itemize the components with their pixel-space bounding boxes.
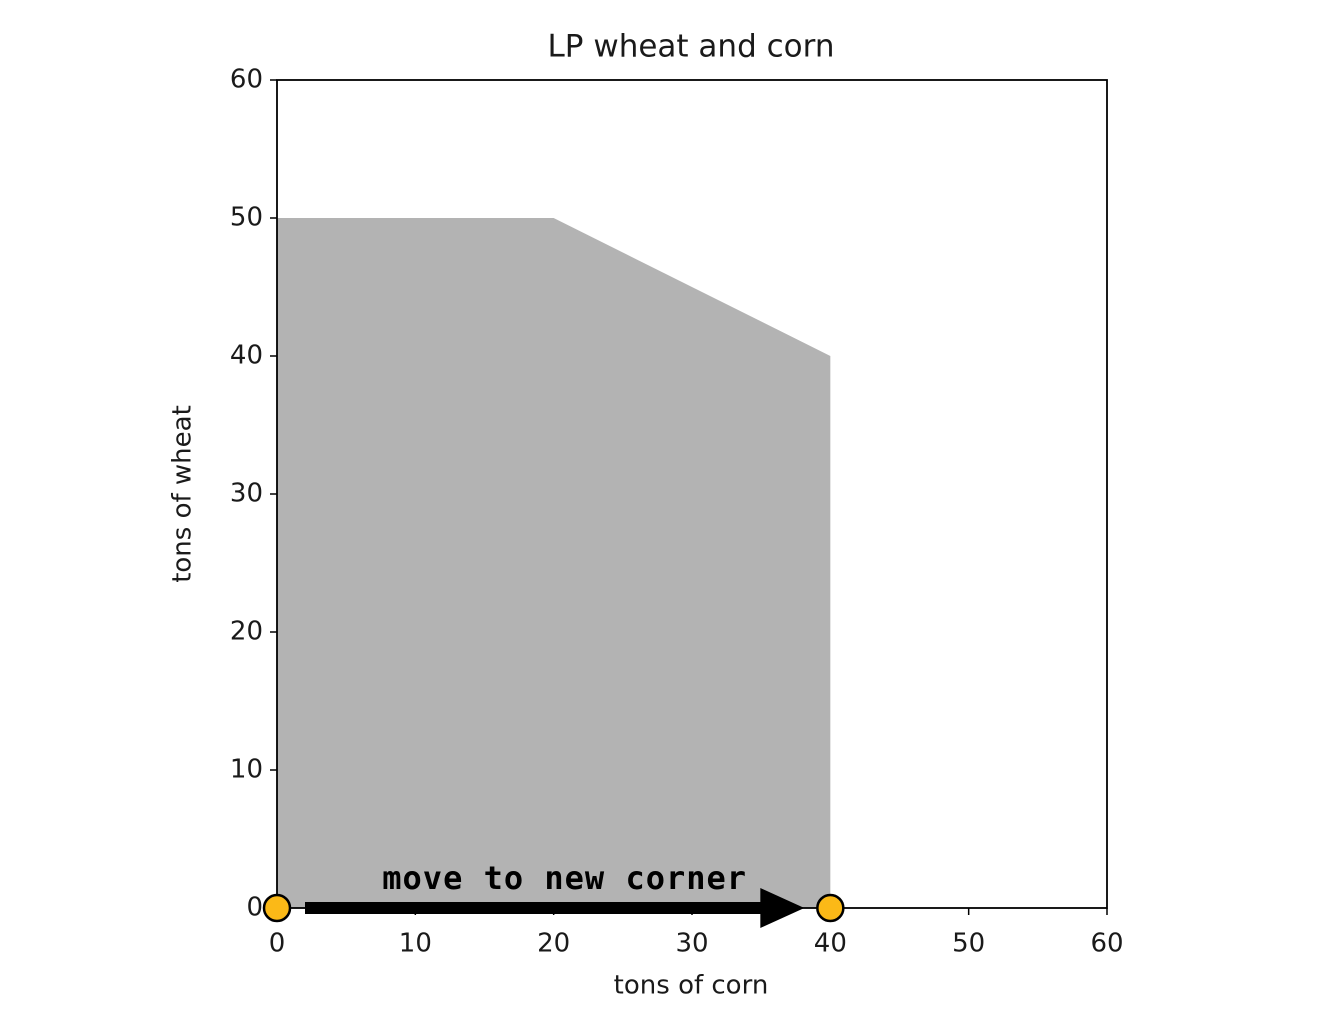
corner-point (816, 893, 845, 923)
y-tick-label: 0 (246, 893, 263, 923)
x-tick-label: 40 (814, 929, 847, 959)
annotation-arrowhead (760, 888, 805, 928)
x-tick-label: 30 (675, 929, 708, 959)
y-tick-label: 30 (230, 479, 263, 509)
x-tick-label: 60 (1090, 929, 1123, 959)
x-axis-label: tons of corn (614, 971, 769, 1001)
corner-point (262, 893, 292, 923)
y-axis-label: tons of wheat (168, 405, 198, 583)
y-tick-label: 40 (230, 341, 263, 371)
y-tick-label: 50 (230, 203, 263, 233)
annotation: move to new corner (382, 859, 747, 897)
x-tick-label: 20 (537, 929, 570, 959)
feasible-region (277, 218, 831, 908)
y-tick-label: 60 (230, 65, 263, 95)
chart-title: LP wheat and corn (548, 29, 835, 65)
x-tick-label: 50 (952, 929, 985, 959)
x-tick-label: 0 (269, 929, 286, 959)
y-tick-label: 20 (230, 617, 263, 647)
x-tick-label: 10 (399, 929, 432, 959)
y-tick-label: 10 (230, 755, 263, 785)
